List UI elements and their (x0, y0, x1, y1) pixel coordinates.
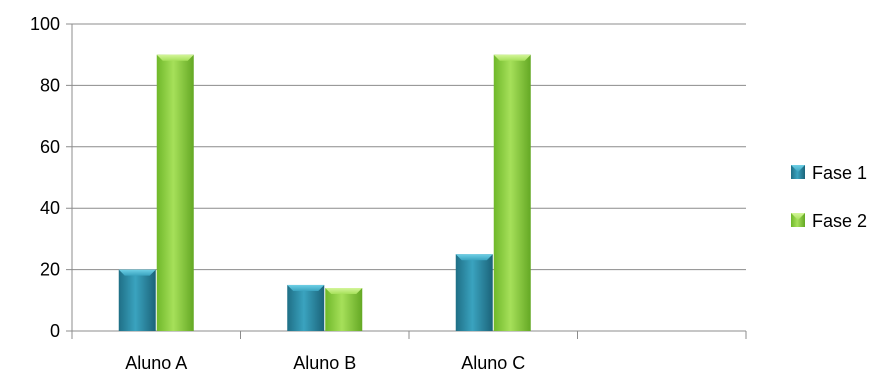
bar-cap (287, 284, 325, 291)
y-tick-label: 80 (40, 75, 60, 95)
y-tick-label: 20 (40, 260, 60, 280)
x-category-label: Aluno B (293, 353, 356, 373)
legend-swatch-cap (791, 213, 805, 220)
bar-fase-1-2 (455, 254, 493, 331)
x-category-label: Aluno C (461, 353, 525, 373)
bar-fase-1-1 (287, 284, 325, 331)
bar-fase-1-0 (118, 269, 156, 331)
bars (118, 54, 531, 331)
bar-fase-2-1 (325, 288, 363, 331)
y-tick-label: 40 (40, 198, 60, 218)
bar-fase-2-0 (156, 54, 194, 331)
legend-item-fase-1: Fase 1 (791, 163, 867, 183)
bar-cap (118, 269, 156, 276)
axis-labels: 0 20 40 60 80 100 Aluno A Aluno B Aluno C (30, 14, 525, 373)
bar-cap (493, 54, 531, 61)
bar-cap (455, 254, 493, 261)
legend-swatch-cap (791, 165, 805, 172)
bar-fase-2-2 (493, 54, 531, 331)
legend-label: Fase 2 (812, 211, 867, 231)
bar-cap (156, 54, 194, 61)
y-tick-label: 0 (50, 321, 60, 341)
y-tick-label: 60 (40, 137, 60, 157)
x-category-label: Aluno A (125, 353, 187, 373)
axes (71, 24, 747, 339)
y-tick-label: 100 (30, 14, 60, 34)
bar-cap (325, 288, 363, 295)
legend-label: Fase 1 (812, 163, 867, 183)
legend-item-fase-2: Fase 2 (791, 211, 867, 231)
legend: Fase 1 Fase 2 (791, 163, 867, 231)
